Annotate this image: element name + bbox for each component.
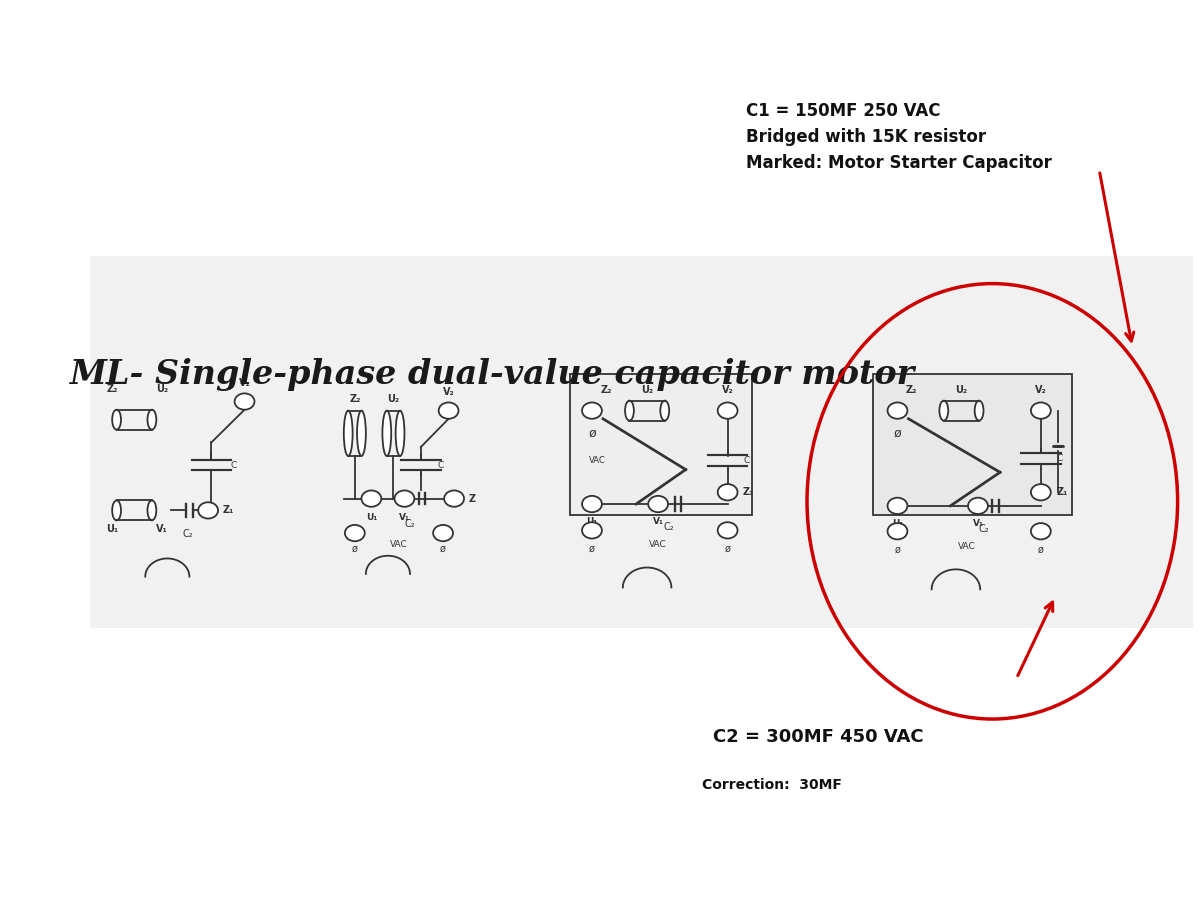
Bar <box>90 256 1193 628</box>
Circle shape <box>439 402 458 419</box>
Circle shape <box>718 402 738 419</box>
Text: U₂: U₂ <box>641 385 653 395</box>
Ellipse shape <box>383 411 391 456</box>
Circle shape <box>968 497 988 514</box>
Text: C: C <box>438 460 444 470</box>
Ellipse shape <box>660 401 670 421</box>
Ellipse shape <box>148 500 156 520</box>
Text: V₁: V₁ <box>972 519 984 529</box>
Text: V₂: V₂ <box>1034 385 1046 395</box>
Text: C: C <box>230 460 236 470</box>
Circle shape <box>582 495 602 512</box>
Text: Z₁: Z₁ <box>222 506 234 516</box>
Text: U₁: U₁ <box>587 517 598 526</box>
Text: U₁: U₁ <box>106 524 119 534</box>
Circle shape <box>444 491 464 507</box>
Text: VAC: VAC <box>390 541 408 549</box>
Text: ø: ø <box>1038 545 1044 554</box>
Text: VAC: VAC <box>649 541 667 549</box>
Text: C: C <box>743 456 749 465</box>
Bar <box>570 374 752 515</box>
Circle shape <box>235 393 254 410</box>
Text: ø: ø <box>352 544 358 554</box>
Text: U₁: U₁ <box>892 519 904 529</box>
Text: C₂: C₂ <box>404 519 415 530</box>
Ellipse shape <box>358 411 366 456</box>
Text: C: C <box>1056 454 1062 463</box>
Text: U₂: U₂ <box>156 384 168 394</box>
Circle shape <box>433 525 452 542</box>
Ellipse shape <box>112 500 121 520</box>
Ellipse shape <box>625 401 634 421</box>
Circle shape <box>648 495 668 512</box>
Text: Z₂: Z₂ <box>601 385 612 395</box>
Circle shape <box>718 522 738 539</box>
Text: V₂: V₂ <box>239 378 251 388</box>
Circle shape <box>1031 523 1051 540</box>
Ellipse shape <box>974 401 984 421</box>
Text: ø: ø <box>440 544 446 554</box>
Text: U₂: U₂ <box>955 385 967 395</box>
Text: V₂: V₂ <box>443 387 455 397</box>
Text: V₁: V₁ <box>156 524 168 534</box>
Circle shape <box>888 402 907 419</box>
Text: U₂: U₂ <box>388 394 400 404</box>
Circle shape <box>1031 484 1051 500</box>
Circle shape <box>395 491 414 507</box>
Text: ø: ø <box>725 544 731 554</box>
Ellipse shape <box>396 411 404 456</box>
Circle shape <box>361 491 382 507</box>
Text: ø: ø <box>588 426 595 440</box>
Text: ø: ø <box>589 544 595 554</box>
Text: ø: ø <box>894 545 900 554</box>
Text: Z₂: Z₂ <box>107 384 118 394</box>
Text: V₁: V₁ <box>653 517 664 526</box>
Ellipse shape <box>343 411 353 456</box>
Circle shape <box>582 402 602 419</box>
Circle shape <box>718 484 738 500</box>
Text: VAC: VAC <box>958 542 976 551</box>
Text: Z: Z <box>468 494 475 504</box>
Circle shape <box>582 522 602 539</box>
Circle shape <box>888 523 907 540</box>
Circle shape <box>344 525 365 542</box>
Ellipse shape <box>940 401 948 421</box>
Text: Z₂: Z₂ <box>906 385 918 395</box>
Text: V₂: V₂ <box>721 385 733 395</box>
Text: ML- Single-phase dual-value capacitor motor: ML- Single-phase dual-value capacitor mo… <box>70 358 916 391</box>
Ellipse shape <box>148 410 156 430</box>
Text: Z₁: Z₁ <box>743 487 755 497</box>
Text: Z₂: Z₂ <box>349 394 360 404</box>
Text: C₂: C₂ <box>978 524 989 534</box>
Text: ø: ø <box>894 426 901 440</box>
Text: C1 = 150MF 250 VAC
Bridged with 15K resistor
Marked: Motor Starter Capacitor: C1 = 150MF 250 VAC Bridged with 15K resi… <box>746 102 1052 171</box>
Text: C₂: C₂ <box>664 522 674 532</box>
Text: C2 = 300MF 450 VAC: C2 = 300MF 450 VAC <box>713 729 924 746</box>
Ellipse shape <box>112 410 121 430</box>
Text: V₁: V₁ <box>400 513 410 522</box>
Circle shape <box>198 502 218 519</box>
Text: Correction:  30MF: Correction: 30MF <box>702 778 842 792</box>
Circle shape <box>888 497 907 514</box>
Text: Z₁: Z₁ <box>1056 487 1068 497</box>
Bar <box>874 374 1072 515</box>
Text: C₂: C₂ <box>182 530 193 540</box>
Circle shape <box>1031 402 1051 419</box>
Text: U₁: U₁ <box>366 513 377 522</box>
Text: VAC: VAC <box>589 456 605 465</box>
